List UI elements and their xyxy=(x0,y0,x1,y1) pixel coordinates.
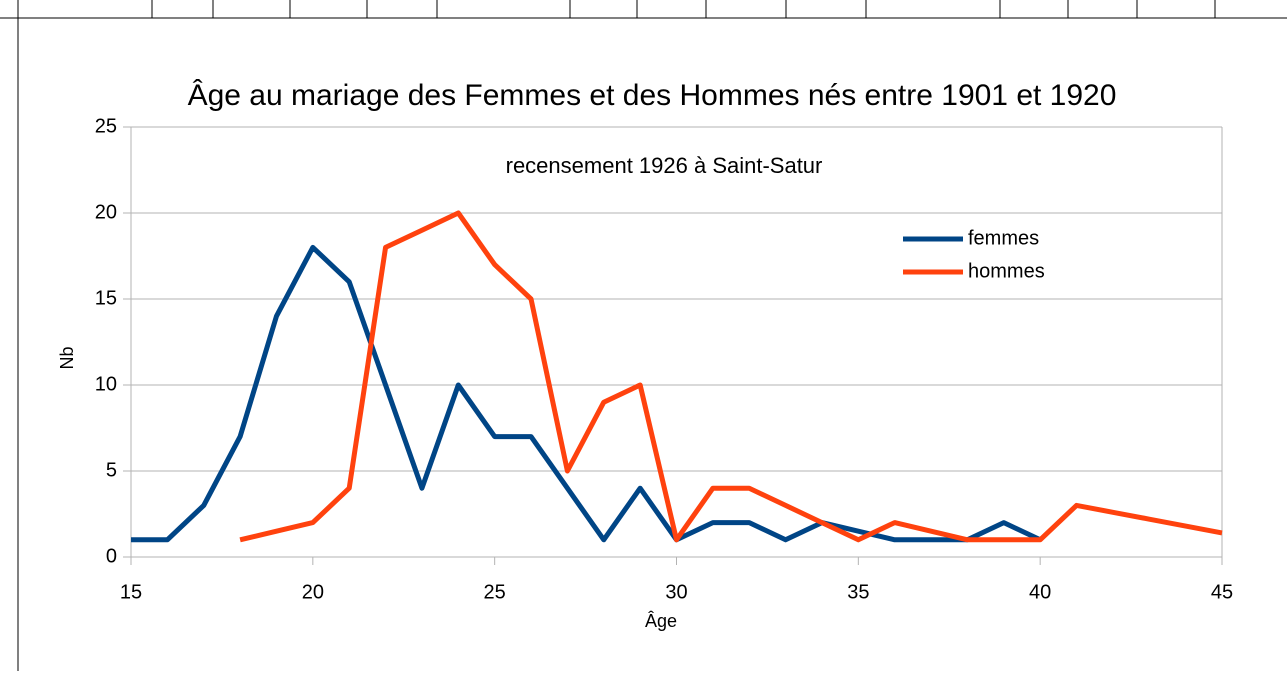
chart-subtitle: recensement 1926 à Saint-Satur xyxy=(506,153,823,178)
x-tick-label: 20 xyxy=(302,581,324,603)
chart-title: Âge au mariage des Femmes et des Hommes … xyxy=(188,79,1117,112)
data-line xyxy=(239,210,1223,543)
x-tick-label: 25 xyxy=(484,581,506,603)
y-tick-label: 25 xyxy=(95,115,117,137)
x-axis-label: Âge xyxy=(645,611,677,631)
y-tick-label: 5 xyxy=(106,459,117,481)
y-axis-label: Nb xyxy=(57,346,77,369)
x-tick-label: 35 xyxy=(847,581,869,603)
legend-label: hommes xyxy=(968,260,1045,282)
x-tick-label: 30 xyxy=(665,581,687,603)
y-tick-label: 15 xyxy=(95,287,117,309)
y-tick-label: 20 xyxy=(95,201,117,223)
data-line xyxy=(131,244,1042,543)
y-tick-label: 10 xyxy=(95,373,117,395)
x-tick-label: 15 xyxy=(120,581,142,603)
x-tick-label: 40 xyxy=(1029,581,1051,603)
legend-label: femmes xyxy=(968,227,1039,249)
x-tick-label: 45 xyxy=(1211,581,1233,603)
y-tick-label: 0 xyxy=(106,545,117,567)
